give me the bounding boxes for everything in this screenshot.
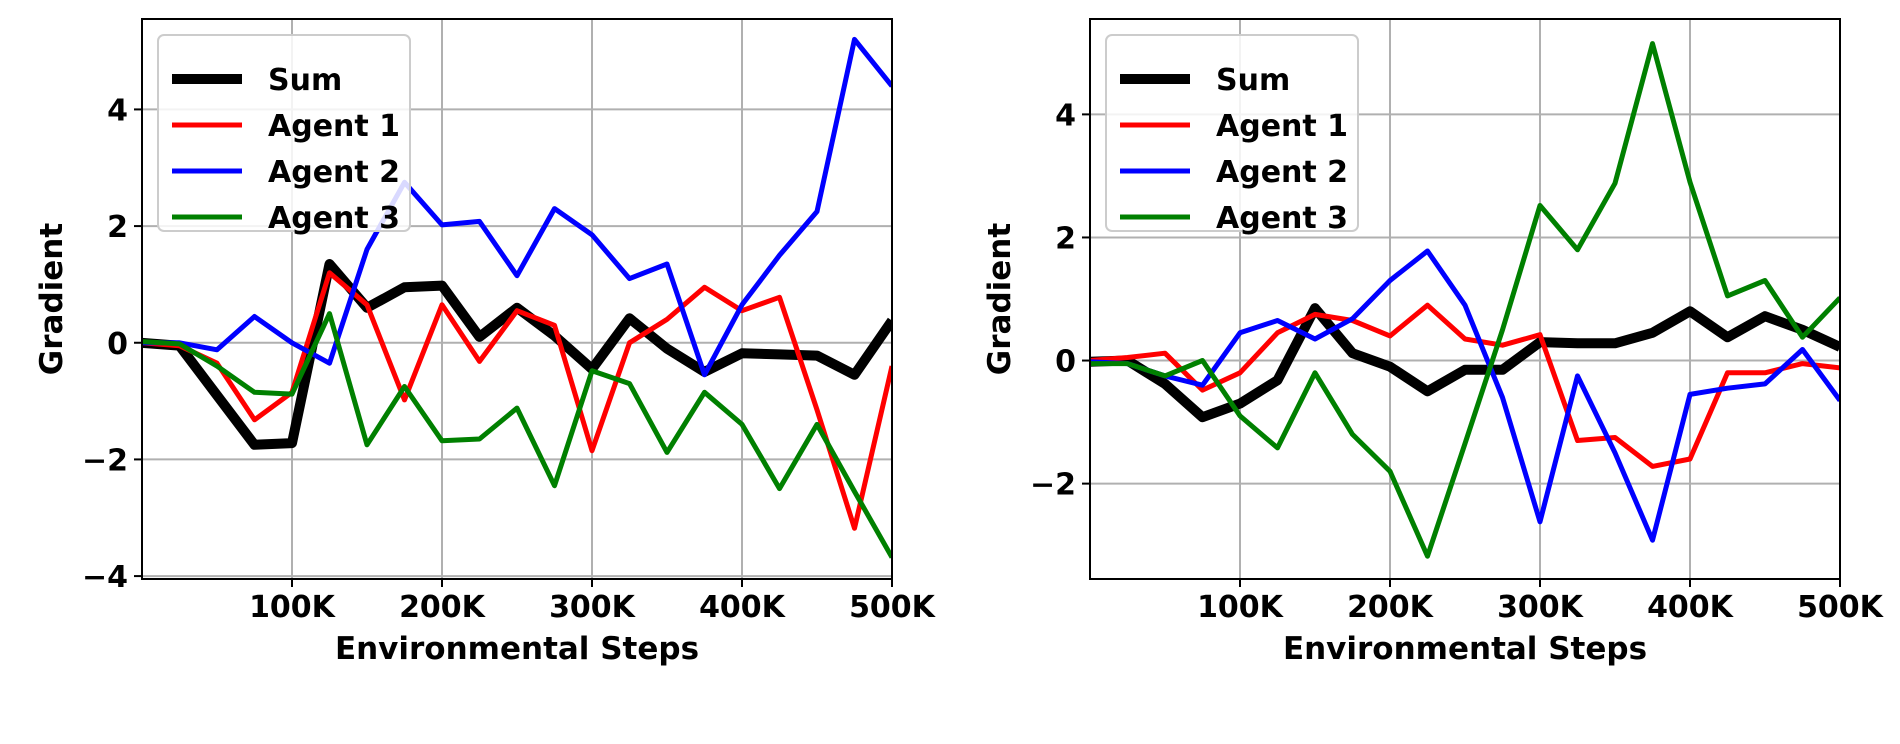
chart-1-axes-frame xyxy=(141,18,893,580)
chart-1-y-tick-label: 0 xyxy=(107,327,128,362)
chart-1-legend: Sum Agent 1 Agent 2 Agent 3 xyxy=(157,34,411,236)
chart-2-series-line-agent-3 xyxy=(1090,41,1840,559)
chart-2-x-tick-label: 400K xyxy=(1647,590,1735,625)
chart-2-y-tick-label: 0 xyxy=(1055,345,1076,380)
chart-1-legend-label: Agent 1 xyxy=(268,109,400,144)
chart-2-legend-label: Agent 1 xyxy=(1216,109,1348,144)
right-chart-panel: 100K 200K 300K 400K 500K −2 0 2 4 Environmental S… xyxy=(982,18,1885,667)
chart-1-y-axis-label: Gradient xyxy=(34,223,70,376)
chart-1-y-tick-label: −2 xyxy=(82,443,128,478)
chart-2-legend-label: Agent 2 xyxy=(1216,155,1348,190)
chart-1-y-tick-label: 2 xyxy=(107,210,128,245)
chart-2-series-line-agent-2 xyxy=(1090,248,1840,543)
chart-2-x-axis-label: Environmental Steps xyxy=(1283,631,1647,667)
chart-2-legend-label: Agent 3 xyxy=(1216,201,1348,236)
chart-1-series-line-sum xyxy=(142,259,892,450)
chart-1-legend-label: Agent 2 xyxy=(268,155,400,190)
chart-2-x-tick-label: 300K xyxy=(1497,590,1585,625)
chart-2-series-line-sum xyxy=(1090,303,1840,423)
chart-1-series-line-agent-2 xyxy=(142,36,892,378)
chart-1-x-tick-label: 400K xyxy=(699,590,787,625)
chart-2-x-tick-label: 500K xyxy=(1797,590,1885,625)
chart-2-legend: Sum Agent 1 Agent 2 Agent 3 xyxy=(1105,34,1359,236)
chart-2-y-axis-label: Gradient xyxy=(982,223,1018,376)
chart-1-y-tick-label: −4 xyxy=(82,560,128,595)
chart-1-x-tick-label: 100K xyxy=(249,590,337,625)
chart-1-legend-label: Agent 3 xyxy=(268,201,400,236)
chart-2-series-group xyxy=(1090,41,1840,559)
chart-2-axes-frame xyxy=(1089,18,1841,580)
chart-2-x-tick-label: 100K xyxy=(1197,590,1285,625)
chart-1-series-group xyxy=(142,36,892,559)
chart-2-y-tick-label: 2 xyxy=(1055,221,1076,256)
chart-1-x-tick-label: 200K xyxy=(399,590,487,625)
chart-2-y-tick-label: −2 xyxy=(1030,468,1076,503)
chart-1-x-tick-label: 300K xyxy=(549,590,637,625)
chart-1-series-line-agent-1 xyxy=(142,270,892,531)
chart-1-y-tick-label: 4 xyxy=(107,93,128,128)
left-chart-panel: 100K 200K 300K 400K 500K −4 −2 0 2 4 Environmental… xyxy=(34,18,937,667)
chart-2-legend-label: Sum xyxy=(1216,63,1290,98)
chart-1-legend-label: Sum xyxy=(268,63,342,98)
chart-2-series-line-agent-1 xyxy=(1090,302,1840,469)
chart-2-x-tick-label: 200K xyxy=(1347,590,1435,625)
chart-2-y-tick-label: 4 xyxy=(1055,98,1076,133)
chart-1-x-tick-label: 500K xyxy=(849,590,937,625)
chart-1-series-line-agent-3 xyxy=(142,311,892,559)
chart-1-x-axis-label: Environmental Steps xyxy=(335,631,699,667)
